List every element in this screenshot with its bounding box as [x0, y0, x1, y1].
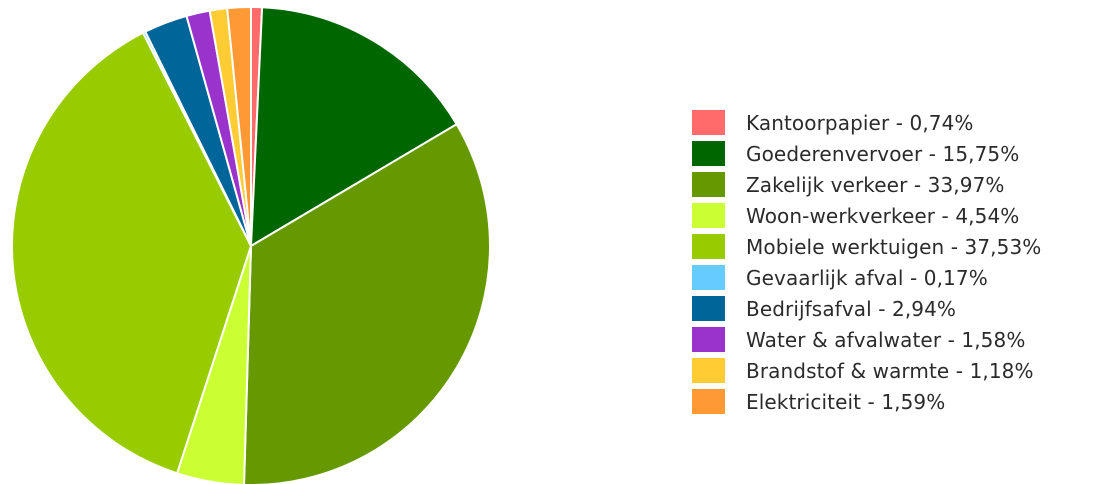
legend-label-goederenvervoer: Goederenvervoer - 15,75% — [746, 141, 1020, 166]
legend-item-kantoorpapier: Kantoorpapier - 0,74% — [692, 107, 1097, 138]
pie-slice-mobiele-werktuigen — [11, 31, 252, 475]
pie-slice-elektriciteit — [226, 5, 252, 247]
legend-item-brandstof-warmte: Brandstof & warmte - 1,18% — [692, 355, 1097, 386]
legend: Kantoorpapier - 0,74% Goederenvervoer - … — [692, 107, 1097, 417]
legend-label-brandstof-warmte: Brandstof & warmte - 1,18% — [746, 358, 1034, 383]
legend-swatch-gevaarlijk-afval — [692, 265, 725, 290]
legend-swatch-kantoorpapier — [692, 110, 725, 135]
legend-label-bedrijfsafval: Bedrijfsafval - 2,94% — [746, 296, 957, 321]
pie-slices — [11, 5, 491, 484]
legend-label-gevaarlijk-afval: Gevaarlijk afval - 0,17% — [746, 265, 988, 290]
legend-swatch-mobiele-werktuigen — [692, 234, 725, 259]
legend-item-gevaarlijk-afval: Gevaarlijk afval - 0,17% — [692, 262, 1097, 293]
legend-swatch-brandstof-warmte — [692, 358, 725, 383]
legend-item-water-afvalwater: Water & afvalwater - 1,58% — [692, 324, 1097, 355]
legend-label-elektriciteit: Elektriciteit - 1,59% — [746, 389, 946, 414]
legend-item-woon-werkverkeer: Woon-werkverkeer - 4,54% — [692, 200, 1097, 231]
legend-item-mobiele-werktuigen: Mobiele werktuigen - 37,53% — [692, 231, 1097, 262]
legend-swatch-bedrijfsafval — [692, 296, 725, 321]
legend-label-woon-werkverkeer: Woon-werkverkeer - 4,54% — [746, 203, 1020, 228]
legend-swatch-goederenvervoer — [692, 141, 725, 166]
legend-item-elektriciteit: Elektriciteit - 1,59% — [692, 386, 1097, 417]
pie-slice-zakelijk-verkeer — [243, 123, 491, 484]
legend-label-kantoorpapier: Kantoorpapier - 0,74% — [746, 110, 974, 135]
legend-item-zakelijk-verkeer: Zakelijk verkeer - 33,97% — [692, 169, 1097, 200]
legend-swatch-zakelijk-verkeer — [692, 172, 725, 197]
legend-swatch-woon-werkverkeer — [692, 203, 725, 228]
legend-swatch-elektriciteit — [692, 389, 725, 414]
legend-label-mobiele-werktuigen: Mobiele werktuigen - 37,53% — [746, 234, 1042, 259]
legend-item-bedrijfsafval: Bedrijfsafval - 2,94% — [692, 293, 1097, 324]
legend-label-zakelijk-verkeer: Zakelijk verkeer - 33,97% — [746, 172, 1005, 197]
legend-item-goederenvervoer: Goederenvervoer - 15,75% — [692, 138, 1097, 169]
legend-label-water-afvalwater: Water & afvalwater - 1,58% — [746, 327, 1026, 352]
pie-slice-goederenvervoer — [250, 6, 458, 247]
legend-swatch-water-afvalwater — [692, 327, 725, 352]
